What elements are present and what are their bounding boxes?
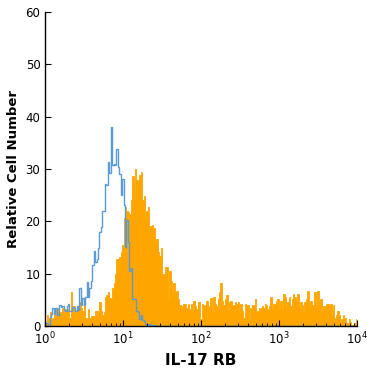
X-axis label: IL-17 RB: IL-17 RB: [165, 353, 237, 368]
Y-axis label: Relative Cell Number: Relative Cell Number: [7, 90, 20, 248]
